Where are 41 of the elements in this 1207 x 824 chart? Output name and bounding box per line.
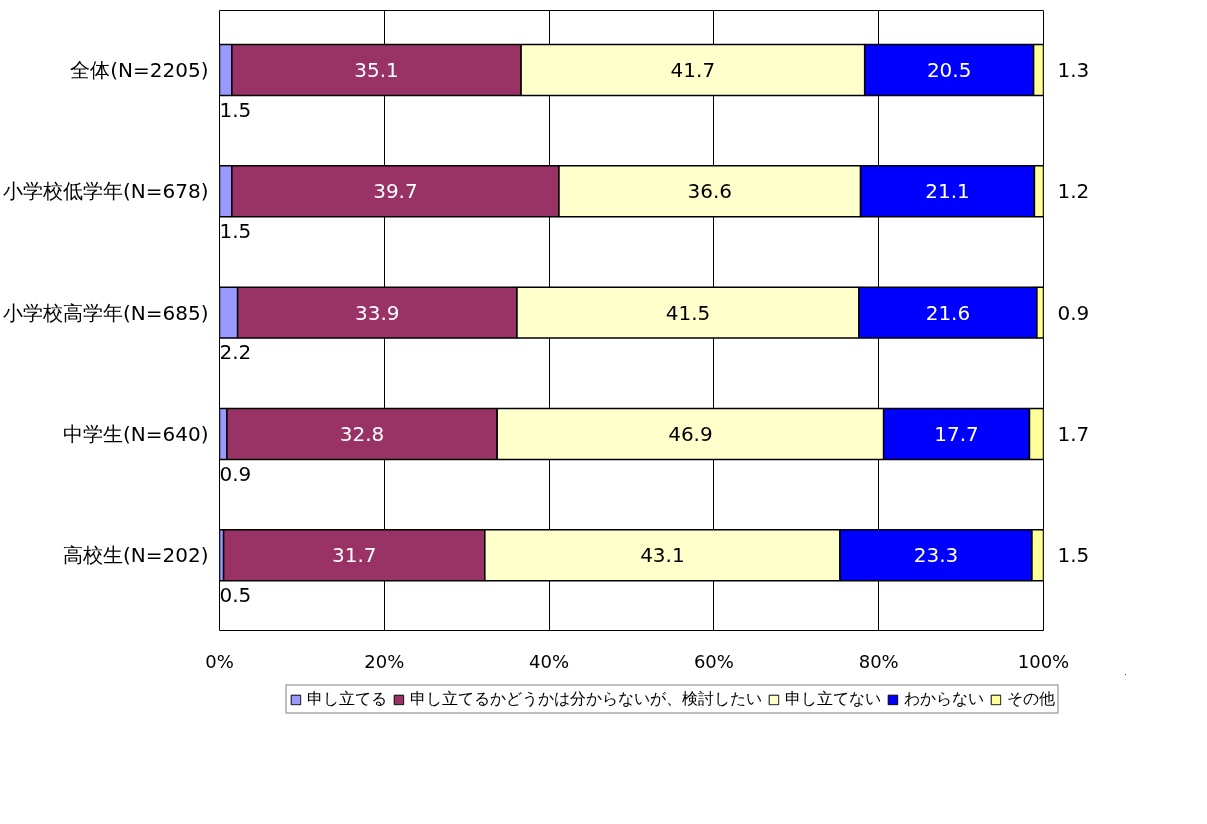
- y-tick-label: 小学校低学年(N=678): [3, 179, 209, 204]
- legend-label: その他: [1006, 688, 1055, 710]
- data-label: 33.9: [355, 300, 400, 325]
- data-label: 2.2: [219, 340, 252, 365]
- data-label: 0.9: [1057, 300, 1090, 325]
- data-label: 41.7: [670, 57, 716, 82]
- data-label: 41.5: [665, 300, 711, 325]
- data-label: 39.7: [373, 179, 418, 204]
- data-label: 21.6: [925, 300, 971, 325]
- y-tick-label: 中学生(N=640): [63, 421, 209, 446]
- data-label: 31.7: [331, 543, 377, 568]
- x-tick-label: 0%: [205, 650, 234, 672]
- data-label: 46.9: [668, 421, 713, 446]
- x-tick-label: 100%: [1017, 650, 1070, 672]
- data-label: 0.5: [219, 583, 252, 608]
- data-label: 20.5: [926, 57, 972, 82]
- legend-label: 申し立てる: [306, 688, 387, 710]
- data-label: 0.9: [219, 461, 252, 486]
- data-label: 1.5: [1057, 543, 1090, 568]
- data-label: 32.8: [339, 421, 385, 446]
- data-label: 1.2: [1057, 179, 1090, 204]
- x-tick-label: 40%: [529, 650, 570, 672]
- data-label: 23.3: [913, 543, 959, 568]
- data-label: 21.1: [925, 179, 970, 204]
- legend-label: わからない: [903, 688, 984, 710]
- x-tick-label: 80%: [858, 650, 899, 672]
- data-label: 1.7: [1057, 421, 1090, 446]
- data-label: 1.3: [1057, 57, 1090, 82]
- y-tick-label: 高校生(N=202): [63, 543, 209, 568]
- data-label: 43.1: [640, 543, 685, 568]
- x-tick-label: 20%: [364, 650, 405, 672]
- y-tick-label: 小学校高学年(N=685): [3, 300, 209, 325]
- data-label: 35.1: [354, 57, 399, 82]
- x-tick-label: 60%: [693, 650, 734, 672]
- y-tick-label: 全体(N=2205): [70, 57, 209, 82]
- data-label: 36.6: [687, 179, 733, 204]
- data-label: 1.5: [219, 219, 252, 244]
- legend-label: 申し立てない: [784, 688, 881, 710]
- legend-label: 申し立てるかどうかは分からないが、検討したい: [409, 688, 762, 710]
- data-label: 17.7: [934, 421, 979, 446]
- data-label: 1.5: [219, 97, 252, 122]
